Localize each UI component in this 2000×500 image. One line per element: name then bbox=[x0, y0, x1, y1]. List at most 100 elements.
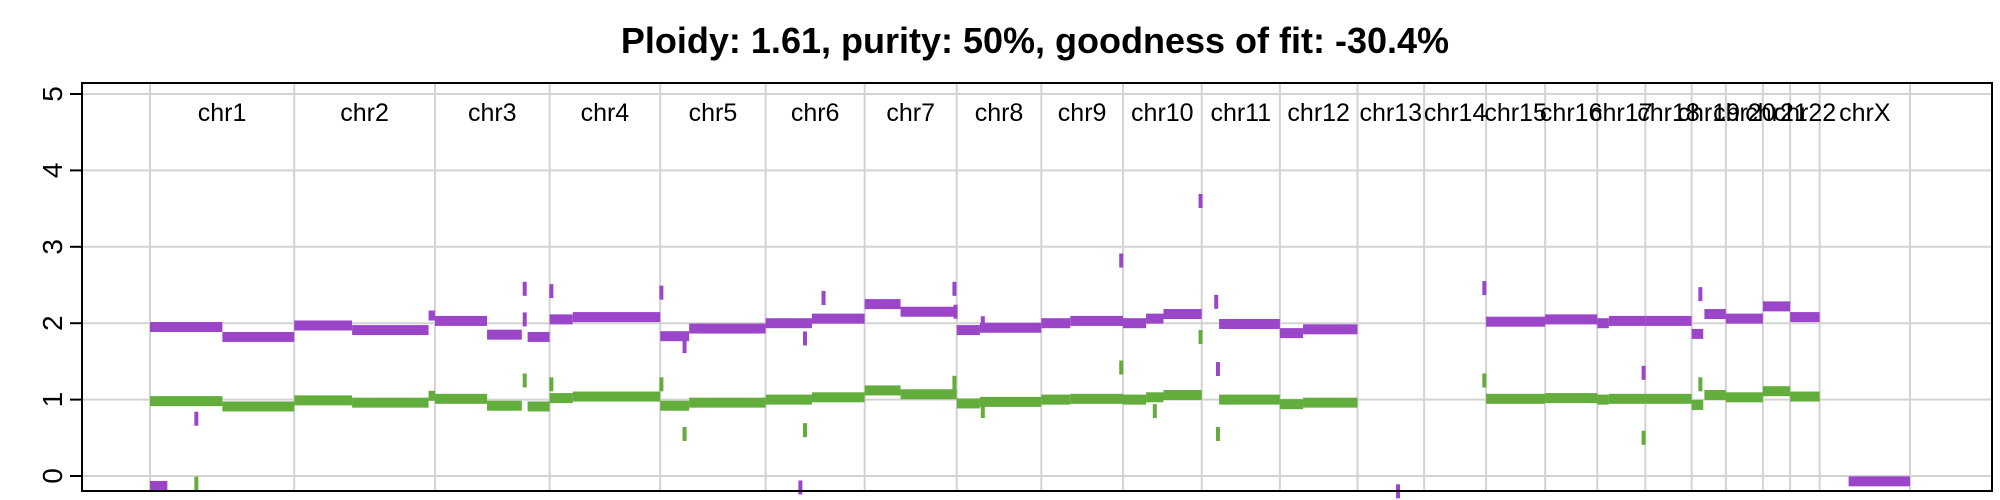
segment-mark bbox=[979, 322, 1042, 333]
segment-mark bbox=[1848, 476, 1910, 487]
segment-mark bbox=[1122, 318, 1147, 329]
outlier-mark bbox=[682, 426, 687, 441]
segment-mark bbox=[1725, 313, 1763, 324]
segment-mark bbox=[1041, 394, 1071, 405]
segment-mark bbox=[1219, 394, 1280, 405]
segment-mark bbox=[900, 389, 957, 400]
segment-mark bbox=[1725, 392, 1763, 403]
segment-mark bbox=[1704, 390, 1726, 401]
outlier-mark bbox=[659, 377, 664, 392]
segment-mark bbox=[1303, 324, 1358, 335]
outlier-mark bbox=[682, 339, 687, 354]
chromosome-label: chr1 bbox=[198, 99, 247, 127]
plot-frame bbox=[81, 82, 1993, 492]
outlier-mark bbox=[952, 281, 957, 296]
segment-mark bbox=[294, 320, 353, 331]
outlier-mark bbox=[1641, 365, 1646, 380]
y-tick-label: 2 bbox=[37, 315, 68, 331]
segment-mark bbox=[1163, 309, 1202, 320]
segment-mark bbox=[1279, 328, 1304, 339]
segment-mark bbox=[150, 480, 168, 491]
segment-mark bbox=[294, 395, 353, 406]
segment-mark bbox=[549, 314, 573, 325]
outlier-mark bbox=[194, 411, 199, 426]
segment-mark bbox=[765, 318, 812, 329]
segment-mark bbox=[1691, 328, 1704, 339]
segment-mark bbox=[434, 393, 488, 404]
segment-mark bbox=[765, 394, 812, 405]
chromosome-label-layer: chr1 chr2 chr3 chr4 chr5 chr6 chr7 chr8 chr9 chr1… bbox=[198, 99, 1891, 127]
segment-mark bbox=[1597, 394, 1609, 405]
chromosome-label: chr17 bbox=[1590, 99, 1653, 127]
segment-mark bbox=[1608, 315, 1646, 326]
segment-mark bbox=[689, 323, 766, 334]
segment-mark bbox=[1545, 314, 1598, 325]
chromosome-label: chr9 bbox=[1058, 99, 1107, 127]
segment-mark bbox=[689, 397, 766, 408]
segment-mark bbox=[1070, 393, 1123, 404]
segment-mark bbox=[864, 299, 901, 310]
chromosome-label: chr6 bbox=[791, 99, 840, 127]
outlier-mark bbox=[952, 375, 957, 390]
segment-mark bbox=[352, 397, 429, 408]
outlier-mark bbox=[1698, 287, 1703, 302]
segment-mark bbox=[956, 398, 980, 409]
y-tick-label: 5 bbox=[37, 86, 68, 102]
chromosome-label: chr22 bbox=[1774, 99, 1837, 127]
segment-mark bbox=[1691, 399, 1704, 410]
chart-title: Ploidy: 1.61, purity: 50%, goodness of f… bbox=[621, 20, 1449, 61]
chromosome-label: chr21 bbox=[1745, 99, 1808, 127]
segment-mark bbox=[1041, 318, 1071, 329]
segment-mark bbox=[1163, 390, 1202, 401]
segment-mark bbox=[428, 310, 435, 321]
segment-mark bbox=[900, 306, 957, 317]
outlier-mark bbox=[1119, 253, 1124, 268]
outlier-mark bbox=[1215, 426, 1220, 441]
segment-mark bbox=[150, 322, 223, 333]
segment-mark bbox=[864, 385, 901, 396]
segment-mark bbox=[1645, 315, 1692, 326]
chromosome-label: chr3 bbox=[468, 99, 517, 127]
outlier-mark bbox=[522, 281, 527, 296]
segment-mark bbox=[1486, 393, 1546, 404]
y-tick-label: 0 bbox=[37, 468, 68, 484]
segment-mark bbox=[1303, 397, 1358, 408]
segment-mark bbox=[1608, 393, 1646, 404]
chromosome-label: chr10 bbox=[1131, 99, 1194, 127]
outlier-mark bbox=[522, 373, 527, 388]
segment-mark bbox=[1146, 392, 1164, 403]
segment-mark bbox=[1762, 301, 1791, 312]
segment-mark bbox=[1762, 386, 1791, 397]
outlier-mark bbox=[821, 290, 826, 305]
outlier-mark bbox=[549, 284, 554, 299]
chromosome-label: chr19 bbox=[1677, 99, 1740, 127]
chromosome-label: chr20 bbox=[1713, 99, 1776, 127]
chromosome-label: chr5 bbox=[689, 99, 738, 127]
outlier-mark bbox=[1482, 373, 1487, 388]
outlier-mark bbox=[798, 480, 803, 495]
segment-mark bbox=[956, 325, 980, 336]
segment-mark bbox=[527, 331, 550, 342]
outlier-mark bbox=[980, 404, 985, 419]
chromosome-label: chr7 bbox=[886, 99, 935, 127]
outlier-mark bbox=[1698, 377, 1703, 392]
outlier-mark bbox=[194, 476, 199, 491]
segment-mark bbox=[1146, 313, 1164, 324]
segment-mark bbox=[811, 313, 865, 324]
grid-layer bbox=[82, 83, 1992, 491]
segment-mark bbox=[1790, 391, 1820, 402]
segment-mark bbox=[660, 331, 690, 342]
segment-mark bbox=[222, 331, 295, 342]
segment-mark bbox=[572, 391, 661, 402]
chromosome-label: chr2 bbox=[340, 99, 389, 127]
segment-mark bbox=[979, 396, 1042, 407]
chromosome-label: chr16 bbox=[1540, 99, 1603, 127]
outlier-mark bbox=[1152, 404, 1157, 419]
outlier-mark bbox=[1119, 360, 1124, 375]
outlier-mark bbox=[803, 331, 808, 346]
outlier-mark bbox=[953, 304, 958, 319]
segment-mark bbox=[1279, 399, 1304, 410]
outlier-mark bbox=[1198, 193, 1203, 208]
segment-mark bbox=[1597, 318, 1609, 329]
